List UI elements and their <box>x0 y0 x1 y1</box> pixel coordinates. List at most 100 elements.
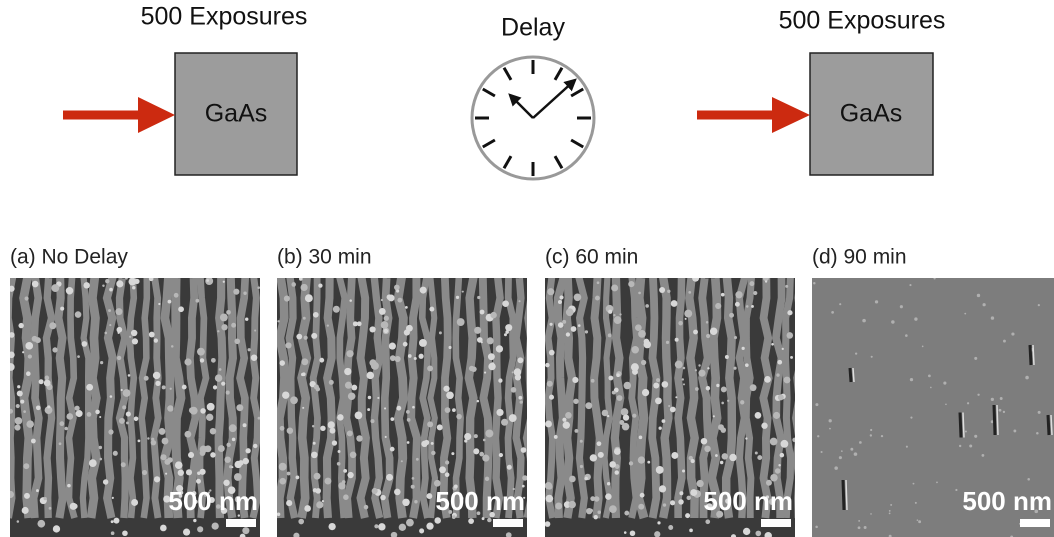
speck <box>870 434 872 436</box>
nanoparticle <box>234 473 242 481</box>
nanoparticle <box>743 528 750 535</box>
nanoparticle <box>390 355 396 361</box>
nanoparticle <box>32 281 39 288</box>
nanoparticle <box>713 415 715 417</box>
ripple-ridge <box>605 278 610 518</box>
nanoparticle <box>384 407 386 409</box>
speck <box>850 448 853 451</box>
nanoparticle <box>348 392 356 400</box>
nanoparticle <box>7 363 15 371</box>
nanoparticle <box>229 424 237 432</box>
nanoparticle <box>484 371 486 373</box>
nanoparticle <box>764 376 771 383</box>
nanoparticle <box>320 426 325 431</box>
nanoparticle <box>350 451 357 458</box>
nanoparticle <box>231 323 236 328</box>
speck <box>858 526 861 529</box>
nanoparticle <box>126 421 129 424</box>
nanoparticle <box>597 441 602 446</box>
nanoparticle <box>337 414 343 420</box>
nanoparticle <box>721 402 724 405</box>
nanoparticle <box>499 453 503 457</box>
nanoparticle <box>132 286 135 289</box>
nanoparticle <box>164 459 170 465</box>
nanoparticle <box>328 523 335 530</box>
nanoparticle <box>160 525 167 532</box>
nanoparticle <box>609 461 616 468</box>
speck <box>906 446 908 448</box>
ripple-ridge <box>398 278 403 518</box>
nanoparticle <box>356 435 362 441</box>
nanoparticle <box>314 384 319 389</box>
nanoparticle <box>117 327 123 333</box>
nanoparticle <box>213 385 217 389</box>
nanoparticle <box>159 428 166 435</box>
speck <box>1036 432 1039 435</box>
nanoparticle <box>132 338 138 344</box>
nanoparticle <box>445 407 451 413</box>
nanoparticle <box>178 306 184 312</box>
nanoparticle <box>144 376 149 381</box>
speck <box>829 428 831 430</box>
speck <box>1003 411 1005 413</box>
scale-bar <box>1020 519 1050 527</box>
nanoparticle <box>487 518 491 522</box>
nanoparticle <box>121 389 123 391</box>
ripple-ridge <box>46 278 51 518</box>
nanoparticle <box>745 437 747 439</box>
nanoparticle <box>197 348 205 356</box>
nanoparticle <box>469 366 474 371</box>
nanoparticle <box>313 442 316 445</box>
ripple-ridge <box>302 278 307 518</box>
nanoparticle <box>518 300 520 302</box>
nanoparticle <box>609 505 617 513</box>
nanoparticle <box>188 452 194 458</box>
nanoparticle <box>545 363 549 367</box>
nanoparticle <box>160 454 166 460</box>
speck <box>1025 376 1029 380</box>
nanoparticle <box>103 479 108 484</box>
ripple-ridge <box>652 278 656 518</box>
nanoparticle <box>162 385 166 389</box>
nanoparticle <box>612 391 616 395</box>
nanoparticle <box>121 462 126 467</box>
nanoparticle <box>704 446 710 452</box>
nanoparticle <box>562 418 566 422</box>
nanoparticle <box>629 461 633 465</box>
nanoparticle <box>100 361 103 364</box>
speck <box>834 466 838 470</box>
nanoparticle <box>112 497 114 499</box>
nanoparticle <box>258 417 261 420</box>
nanoparticle <box>158 303 160 305</box>
nanoparticle <box>671 452 678 459</box>
nanoparticle <box>521 447 527 453</box>
ripple-ridge <box>8 278 12 518</box>
nanoparticle <box>117 356 121 360</box>
nanoparticle <box>343 469 347 473</box>
nanoparticle <box>175 461 183 469</box>
speck <box>959 445 961 447</box>
nanoparticle <box>384 329 388 333</box>
nanoparticle <box>243 423 247 427</box>
nanoparticle <box>671 300 678 307</box>
nanoparticle <box>277 320 279 322</box>
nanoparticle <box>206 279 209 282</box>
nanoparticle <box>76 410 83 417</box>
speck <box>999 409 1002 412</box>
nanoparticle <box>501 419 508 426</box>
nanoparticle <box>25 296 29 300</box>
nanoparticle <box>715 303 721 309</box>
ripple-ridge <box>579 278 584 518</box>
speck <box>1027 478 1030 481</box>
scale-bar <box>226 519 256 527</box>
nanoparticle <box>566 308 574 316</box>
nanoparticle <box>419 339 427 347</box>
nanoparticle <box>777 360 782 365</box>
nanoparticle <box>380 495 385 500</box>
nanoparticle <box>770 438 778 446</box>
nanoparticle <box>775 468 780 473</box>
nanoparticle <box>631 363 639 371</box>
nanoparticle <box>638 292 641 295</box>
nanoparticle <box>95 410 100 415</box>
nanoparticle <box>598 452 604 458</box>
